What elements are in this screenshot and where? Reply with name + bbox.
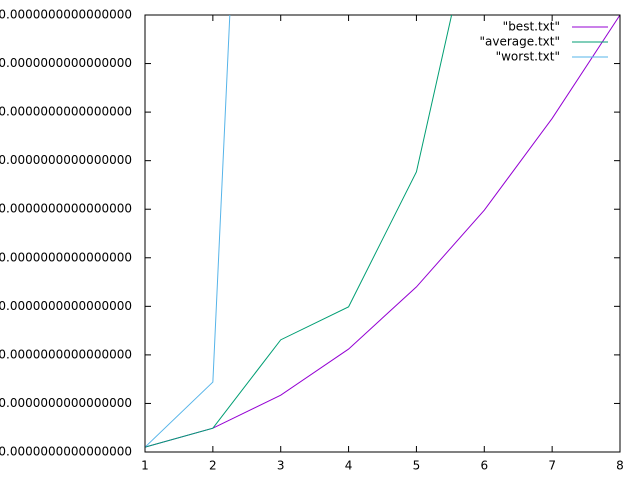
x-tick-label: 6 — [480, 459, 488, 473]
y-tick-label: 8000.0000000000000000 — [0, 56, 132, 70]
plot-frame — [144, 14, 621, 453]
series-line — [145, 15, 620, 448]
x-tick-label: 3 — [277, 459, 285, 473]
legend-label: "average.txt" — [480, 35, 561, 49]
y-tick-label: 2000.0000000000000000 — [0, 347, 132, 361]
y-tick-label: 6000.0000000000000000 — [0, 153, 132, 167]
y-tick-label: 5000.0000000000000000 — [0, 202, 132, 216]
plot-area — [145, 15, 620, 448]
x-tick-label: 1 — [141, 459, 149, 473]
x-tick-label: 2 — [209, 459, 217, 473]
x-tick-label: 5 — [413, 459, 421, 473]
x-tick-label: 7 — [548, 459, 556, 473]
y-tick-label: 3000.0000000000000000 — [0, 299, 132, 313]
y-tick-label: 7000.0000000000000000 — [0, 105, 132, 119]
series-line — [145, 15, 453, 448]
y-tick-label: 1000.0000000000000000 — [0, 396, 132, 410]
legend-label: "worst.txt" — [496, 50, 560, 64]
series-line — [145, 15, 231, 448]
y-tick-label: 4000.0000000000000000 — [0, 250, 132, 264]
y-tick-label: 0.0000000000000000 — [0, 445, 132, 459]
y-tick-label: 9000.0000000000000000 — [0, 8, 132, 22]
legend-label: "best.txt" — [503, 20, 560, 34]
x-tick-label: 4 — [345, 459, 353, 473]
x-tick-label: 8 — [616, 459, 624, 473]
